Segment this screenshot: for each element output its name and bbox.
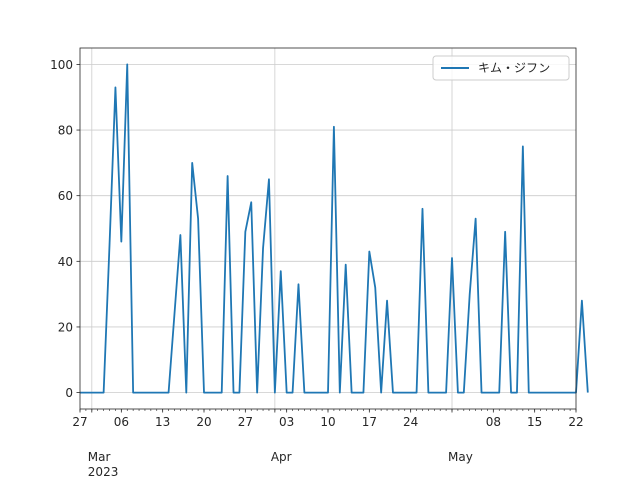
y-tick-label: 20 bbox=[58, 320, 73, 334]
x-tick-label: 15 bbox=[527, 415, 542, 429]
x-tick-label: 20 bbox=[196, 415, 211, 429]
x-tick-label: 22 bbox=[568, 415, 583, 429]
x-tick-label: 27 bbox=[72, 415, 87, 429]
y-tick-label: 100 bbox=[50, 58, 73, 72]
series-line bbox=[80, 63, 589, 394]
y-tick-label: 0 bbox=[65, 386, 73, 400]
x-tick-label: 27 bbox=[238, 415, 253, 429]
x-tick-label: 06 bbox=[114, 415, 129, 429]
x-tick-label: 03 bbox=[279, 415, 294, 429]
legend-box bbox=[432, 55, 570, 81]
legend: キム・ジフン bbox=[432, 55, 570, 81]
legend-label: キム・ジフン bbox=[478, 61, 550, 75]
x-month-label: Apr bbox=[271, 450, 292, 464]
x-tick-label: 13 bbox=[155, 415, 170, 429]
y-tick-label: 60 bbox=[58, 189, 73, 203]
x-month-label: Mar bbox=[88, 450, 111, 464]
x-tick-label: 10 bbox=[320, 415, 335, 429]
series-layer bbox=[80, 63, 589, 394]
y-axis: 0 20 40 60 80 100 bbox=[50, 58, 80, 400]
x-tick-label: 17 bbox=[362, 415, 377, 429]
y-tick-label: 40 bbox=[58, 255, 73, 269]
x-month-label: May bbox=[448, 450, 473, 464]
y-tick-label: 80 bbox=[58, 124, 73, 138]
x-tick-label: 24 bbox=[403, 415, 418, 429]
grid-lines bbox=[80, 48, 576, 409]
x-year-label: 2023 bbox=[88, 465, 119, 479]
x-tick-label: 08 bbox=[486, 415, 501, 429]
